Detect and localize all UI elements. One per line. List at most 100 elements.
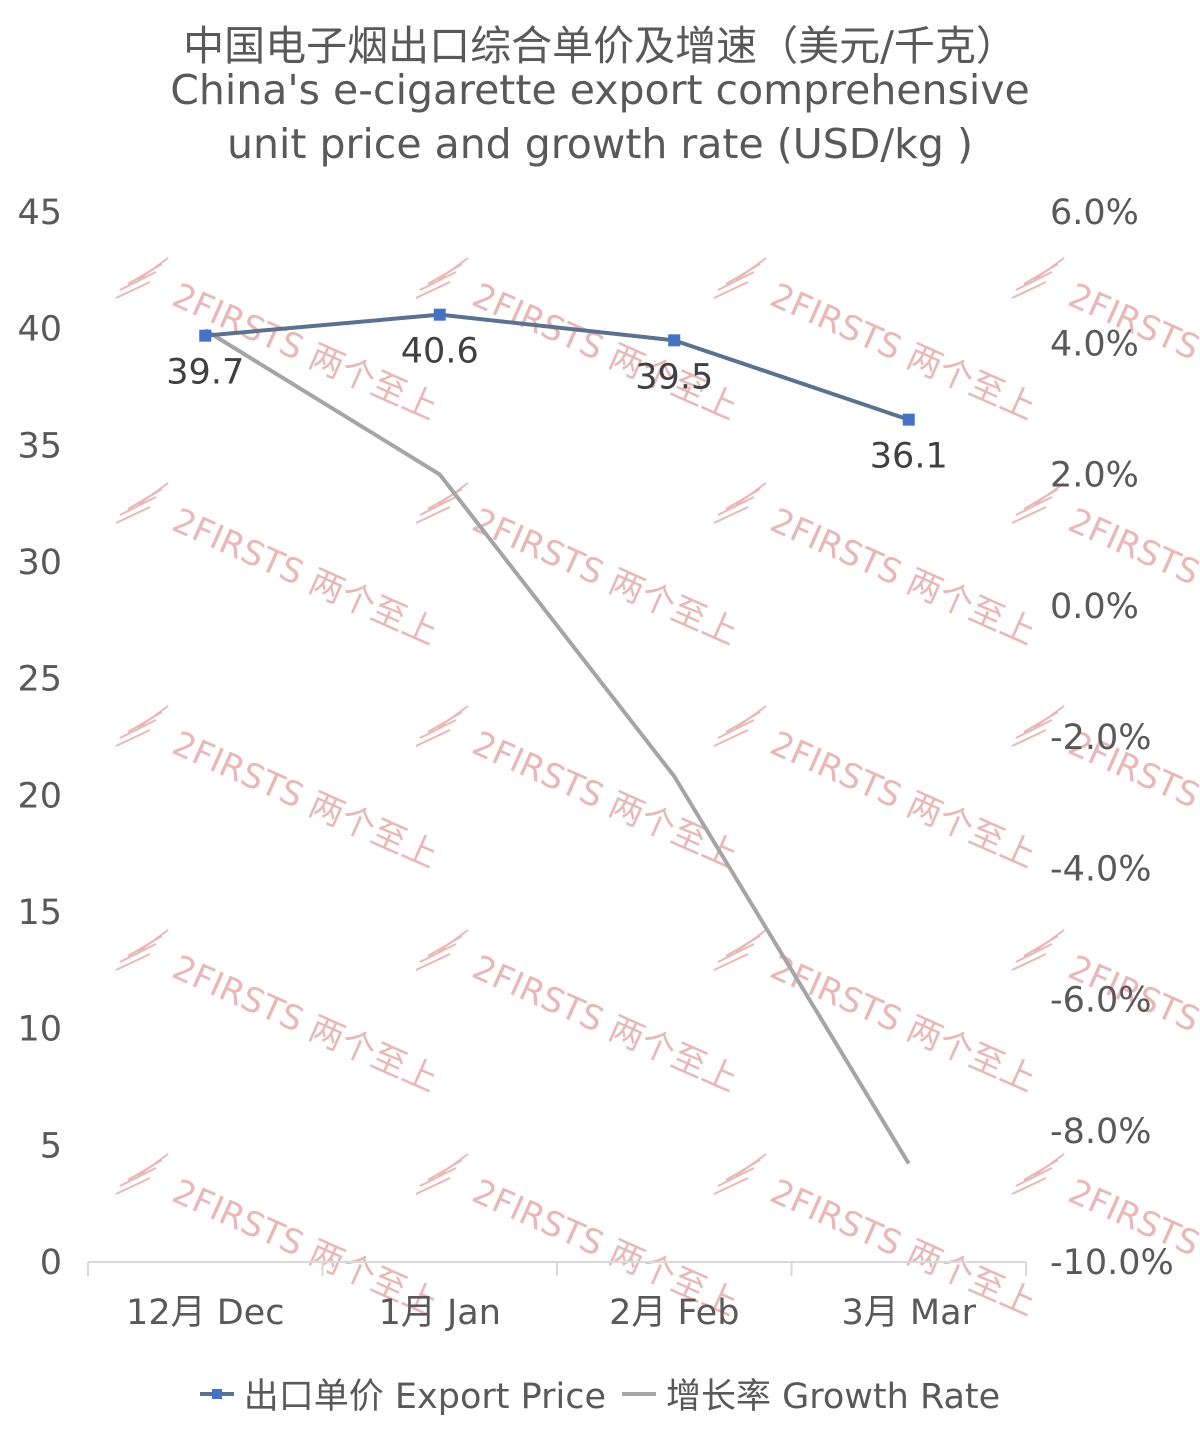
chart-subtitle-line-2: unit price and growth rate (USD/kg ): [227, 120, 973, 168]
watermark-tile: 2FIRSTS 两个至上: [713, 257, 1042, 429]
watermark-text: 2FIRSTS 两个至上: [466, 948, 743, 1101]
watermark-logo-stroke: [437, 1153, 469, 1177]
y-left-tick-label: 40: [17, 310, 62, 350]
watermark-logo-stroke: [415, 506, 451, 524]
watermark-text: 2FIRSTS 两个至上: [764, 501, 1041, 654]
watermark-logo-stroke: [437, 705, 469, 729]
watermark-logo-stroke: [1015, 496, 1053, 516]
x-tick-label: 2月 Feb: [609, 1293, 739, 1333]
watermark-logo-stroke: [713, 1177, 749, 1195]
watermark-text: 2FIRSTS 两个至上: [764, 276, 1041, 429]
x-tick-label: 3月 Mar: [842, 1293, 977, 1333]
watermark-logo-stroke: [1033, 1153, 1065, 1177]
watermark-text: 2FIRSTS 两个至上: [764, 948, 1041, 1101]
watermark-logo-stroke: [1011, 281, 1047, 299]
export-price-data-label: 40.6: [401, 332, 479, 372]
watermark-logo-stroke: [419, 1167, 457, 1187]
watermark-tile: 2FIRSTS 两个至上: [115, 929, 444, 1101]
watermark-logo-stroke: [1015, 271, 1053, 291]
watermark-text: 2FIRSTS 两个至上: [1062, 948, 1200, 1101]
export-price-data-label: 39.7: [166, 353, 244, 393]
watermark-tile: 2FIRSTS 两个至上: [1011, 482, 1200, 654]
growth-rate-line: [204, 328, 911, 1165]
watermark-logo-stroke: [419, 271, 457, 291]
watermark-logo-stroke: [137, 482, 169, 506]
y-right-tick-label: 6.0%: [1050, 193, 1139, 233]
y-right-tick-label: 2.0%: [1050, 456, 1139, 496]
export-price-data-label: 39.5: [635, 357, 713, 397]
chart-subtitle-line-1: China's e-cigarette export comprehensive: [170, 66, 1030, 114]
watermark-logo-stroke: [717, 1167, 755, 1187]
watermark-logo-stroke: [1011, 506, 1047, 524]
chart-title: 中国电子烟出口综合单价及增速（美元/千克）: [183, 22, 1017, 70]
watermark-logo-stroke: [419, 719, 457, 739]
export-price-marker: [199, 329, 212, 342]
watermark-logo-stroke: [115, 506, 151, 524]
watermark-tile: 2FIRSTS 两个至上: [115, 482, 444, 654]
y-left-tick-label: 0: [40, 1243, 62, 1283]
watermark-logo-stroke: [437, 929, 469, 953]
y-right-tick-label: -10.0%: [1050, 1243, 1174, 1283]
y-left-tick-label: 10: [17, 1010, 62, 1050]
y-right-tick-label: -2.0%: [1050, 718, 1152, 758]
watermark-tile: 2FIRSTS 两个至上: [713, 482, 1042, 654]
watermark-logo-stroke: [1011, 953, 1047, 971]
watermark-logo-stroke: [119, 1167, 157, 1187]
y-right-tick-label: -6.0%: [1050, 981, 1152, 1021]
legend-item-growth-rate[interactable]: 增长率 Growth Rate: [622, 1368, 1000, 1419]
watermark-logo-stroke: [137, 929, 169, 953]
watermark-logo-stroke: [1033, 929, 1065, 953]
y-left-tick-label: 30: [17, 543, 62, 583]
watermark-tile: 2FIRSTS 两个至上: [415, 929, 744, 1101]
watermark-logo-stroke: [717, 496, 755, 516]
watermark-text: 2FIRSTS 两个至上: [466, 276, 743, 429]
watermark-text: 2FIRSTS 两个至上: [166, 501, 443, 654]
export-price-line: [205, 312, 910, 422]
watermark-logo-stroke: [713, 953, 749, 971]
series-layer: 39.7 40.6 39.5 36.1: [166, 308, 948, 1165]
legend-swatch-export-price: [199, 1374, 234, 1414]
legend: 出口单价 Export Price 增长率 Growth Rate: [0, 1368, 1200, 1419]
y-left-tick-label: 5: [40, 1126, 62, 1166]
watermark-logo-stroke: [1011, 729, 1047, 747]
watermark-text: 2FIRSTS 两个至上: [166, 948, 443, 1101]
x-tick-label: 1月 Jan: [379, 1293, 501, 1333]
watermark-logo-stroke: [1033, 257, 1065, 281]
watermark-logo-stroke: [1015, 1167, 1053, 1187]
watermark-logo-stroke: [115, 281, 151, 299]
y-left-tick-label: 20: [17, 776, 62, 816]
y-left-tick-label: 25: [17, 660, 62, 700]
axes-layer: 12月 Dec 1月 Jan 2月 Feb 3月 Mar 0 5 10 15 20 25 30 35 4…: [17, 193, 1173, 1333]
watermark-logo-stroke: [415, 1177, 451, 1195]
watermark-logo-stroke: [1033, 705, 1065, 729]
watermark-logo-stroke: [717, 271, 755, 291]
watermark-text: 2FIRSTS 两个至上: [166, 724, 443, 877]
y-left-tick-label: 15: [17, 893, 62, 933]
watermark-text: 2FIRSTS 两个至上: [466, 501, 743, 654]
watermark-logo-stroke: [437, 257, 469, 281]
watermark-logo-stroke: [119, 271, 157, 291]
y-right-tick-label: -4.0%: [1050, 849, 1152, 889]
x-tick-label: 12月 Dec: [126, 1293, 284, 1333]
watermark-tile: 2FIRSTS 两个至上: [415, 705, 744, 876]
watermark-logo-stroke: [713, 729, 749, 747]
watermark-logo-stroke: [713, 281, 749, 299]
watermark-text: 2FIRSTS 两个至上: [1062, 501, 1200, 654]
y-left-tick-label: 45: [17, 193, 62, 233]
watermark-logo-stroke: [419, 496, 457, 516]
watermark-logo-stroke: [115, 729, 151, 747]
watermark-logo-stroke: [119, 719, 157, 739]
watermark-logo-stroke: [119, 943, 157, 963]
watermark-logo-stroke: [415, 729, 451, 747]
legend-label-growth-rate: 增长率 Growth Rate: [666, 1377, 1001, 1417]
watermark-logo-stroke: [735, 482, 767, 506]
legend-item-export-price[interactable]: 出口单价 Export Price: [199, 1368, 606, 1419]
watermark-logo-stroke: [1033, 482, 1065, 506]
y-right-tick-label: -8.0%: [1050, 1112, 1152, 1152]
y-left-tick-label: 35: [17, 426, 62, 466]
watermark-logo-stroke: [137, 705, 169, 729]
watermark-logo-stroke: [137, 257, 169, 281]
watermark-logo-stroke: [415, 281, 451, 299]
